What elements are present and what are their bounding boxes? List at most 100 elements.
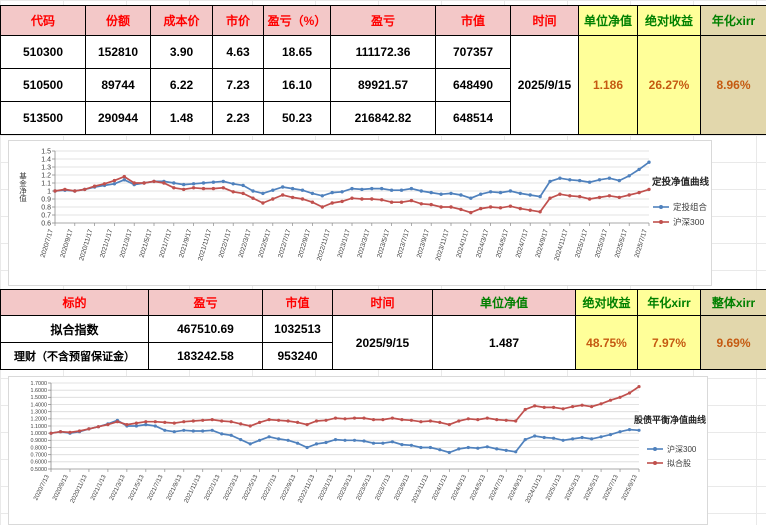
svg-text:2024/7/13: 2024/7/13 xyxy=(488,473,507,501)
table-cell[interactable]: 1032513 xyxy=(263,316,333,343)
col-header-unit-nav[interactable]: 单位净值 xyxy=(433,290,576,316)
table-cell[interactable]: 3.90 xyxy=(151,36,213,69)
table-cell[interactable]: 183242.58 xyxy=(149,343,263,370)
svg-text:1.1000: 1.1000 xyxy=(31,424,48,430)
col-header-code[interactable]: 代码 xyxy=(1,6,86,36)
svg-text:2020/9/13: 2020/9/13 xyxy=(51,473,70,501)
svg-text:1.4: 1.4 xyxy=(41,156,51,163)
col-header-pl[interactable]: 盈亏 xyxy=(149,290,263,316)
table-cell[interactable]: 16.10 xyxy=(264,69,331,102)
svg-text:2023/7/13: 2023/7/13 xyxy=(374,473,393,501)
xirr-cell[interactable]: 7.97% xyxy=(638,316,701,370)
svg-text:2022/9/13: 2022/9/13 xyxy=(279,473,298,501)
svg-text:2024/5/13: 2024/5/13 xyxy=(469,473,488,501)
svg-text:2023/5/13: 2023/5/13 xyxy=(355,473,374,501)
svg-text:0.8: 0.8 xyxy=(41,204,51,211)
table-cell[interactable]: 50.23 xyxy=(264,102,331,135)
col-header-overall-xirr[interactable]: 整体xirr xyxy=(701,290,766,316)
table-cell[interactable]: 648490 xyxy=(436,69,511,102)
table-cell[interactable]: 6.22 xyxy=(151,69,213,102)
svg-text:2022/3/17: 2022/3/17 xyxy=(238,228,253,258)
col-header-abs-return[interactable]: 绝对收益 xyxy=(576,290,638,316)
abs-return-cell[interactable]: 26.27% xyxy=(638,36,701,135)
svg-text:2024/1/13: 2024/1/13 xyxy=(431,473,450,501)
legend-label: 拟合股 xyxy=(667,458,691,468)
svg-text:2024/11/17: 2024/11/17 xyxy=(554,228,570,261)
table-cell[interactable]: 152810 xyxy=(86,36,151,69)
positions-table: 代码 份额 成本价 市价 盈亏（%） 盈亏 市值 时间 单位净值 绝对收益 年化… xyxy=(0,5,766,135)
svg-text:1: 1 xyxy=(47,188,51,195)
svg-text:1.5000: 1.5000 xyxy=(31,395,48,401)
legend-marker-icon xyxy=(653,447,657,451)
svg-text:0.6: 0.6 xyxy=(41,220,51,227)
svg-text:2021/7/13: 2021/7/13 xyxy=(146,473,165,501)
svg-text:2022/9/17: 2022/9/17 xyxy=(297,228,312,258)
unit-nav-cell[interactable]: 1.487 xyxy=(433,316,576,370)
table-cell[interactable]: 953240 xyxy=(263,343,333,370)
overall-xirr-cell[interactable]: 9.69% xyxy=(701,316,766,370)
col-header-pl-pct[interactable]: 盈亏（%） xyxy=(264,6,331,36)
svg-text:2022/11/13: 2022/11/13 xyxy=(297,473,317,504)
svg-text:2024/11/13: 2024/11/13 xyxy=(524,473,544,504)
svg-text:1.2000: 1.2000 xyxy=(31,417,48,423)
svg-text:2022/1/17: 2022/1/17 xyxy=(218,228,233,258)
col-header-time[interactable]: 时间 xyxy=(511,6,579,36)
col-header-market-value[interactable]: 市值 xyxy=(263,290,333,316)
svg-text:2020/11/17: 2020/11/17 xyxy=(78,228,94,261)
table-cell[interactable]: 510300 xyxy=(1,36,86,69)
svg-text:2023/7/17: 2023/7/17 xyxy=(396,228,411,258)
col-header-market-value[interactable]: 市值 xyxy=(436,6,511,36)
xirr-cell[interactable]: 8.96% xyxy=(701,36,766,135)
svg-text:2021/9/17: 2021/9/17 xyxy=(178,228,193,258)
table-cell[interactable]: 1.48 xyxy=(151,102,213,135)
table-cell[interactable]: 510500 xyxy=(1,69,86,102)
table-cell[interactable]: 648514 xyxy=(436,102,511,135)
svg-text:2022/7/13: 2022/7/13 xyxy=(260,473,279,501)
svg-text:0.5000: 0.5000 xyxy=(31,467,48,473)
svg-text:2020/7/13: 2020/7/13 xyxy=(32,473,51,501)
table-cell[interactable]: 7.23 xyxy=(213,69,264,102)
table-cell[interactable]: 290944 xyxy=(86,102,151,135)
table-cell[interactable]: 467510.69 xyxy=(149,316,263,343)
table-cell[interactable]: 2.23 xyxy=(213,102,264,135)
time-cell[interactable]: 2025/9/15 xyxy=(511,36,579,135)
table-cell[interactable]: 18.65 xyxy=(264,36,331,69)
col-header-cost-price[interactable]: 成本价 xyxy=(151,6,213,36)
col-header-abs-return[interactable]: 绝对收益 xyxy=(638,6,701,36)
legend-label: 沪深300 xyxy=(673,217,704,227)
svg-text:2023/1/13: 2023/1/13 xyxy=(317,473,336,501)
col-header-unit-nav[interactable]: 单位净值 xyxy=(579,6,638,36)
svg-text:2021/1/13: 2021/1/13 xyxy=(89,473,108,501)
svg-text:2021/3/17: 2021/3/17 xyxy=(119,228,134,258)
table-cell[interactable]: 89744 xyxy=(86,69,151,102)
chart-title: 定投净值曲线 xyxy=(651,176,710,188)
svg-text:2021/5/17: 2021/5/17 xyxy=(139,228,154,258)
svg-text:0.9000: 0.9000 xyxy=(31,438,48,444)
table-cell[interactable]: 拟合指数 xyxy=(1,316,149,343)
abs-return-cell[interactable]: 48.75% xyxy=(576,316,638,370)
unit-nav-cell[interactable]: 1.186 xyxy=(579,36,638,135)
table-cell[interactable]: 513500 xyxy=(1,102,86,135)
table-cell[interactable]: 111172.36 xyxy=(331,36,436,69)
col-header-market-price[interactable]: 市价 xyxy=(213,6,264,36)
col-header-target[interactable]: 标的 xyxy=(1,290,149,316)
table-cell[interactable]: 理财（不含预留保证金） xyxy=(1,343,149,370)
col-header-xirr[interactable]: 年化xirr xyxy=(701,6,766,36)
svg-text:2022/11/17: 2022/11/17 xyxy=(316,228,332,261)
col-header-xirr[interactable]: 年化xirr xyxy=(638,290,701,316)
col-header-pl[interactable]: 盈亏 xyxy=(331,6,436,36)
col-header-time[interactable]: 时间 xyxy=(333,290,433,316)
table-cell[interactable]: 89921.57 xyxy=(331,69,436,102)
svg-text:2024/1/17: 2024/1/17 xyxy=(455,228,470,258)
table-cell[interactable]: 707357 xyxy=(436,36,511,69)
table-cell[interactable]: 4.63 xyxy=(213,36,264,69)
table-cell[interactable]: 216842.82 xyxy=(331,102,436,135)
svg-text:1.3000: 1.3000 xyxy=(31,410,48,416)
col-header-shares[interactable]: 份额 xyxy=(86,6,151,36)
time-cell[interactable]: 2025/9/15 xyxy=(333,316,433,370)
